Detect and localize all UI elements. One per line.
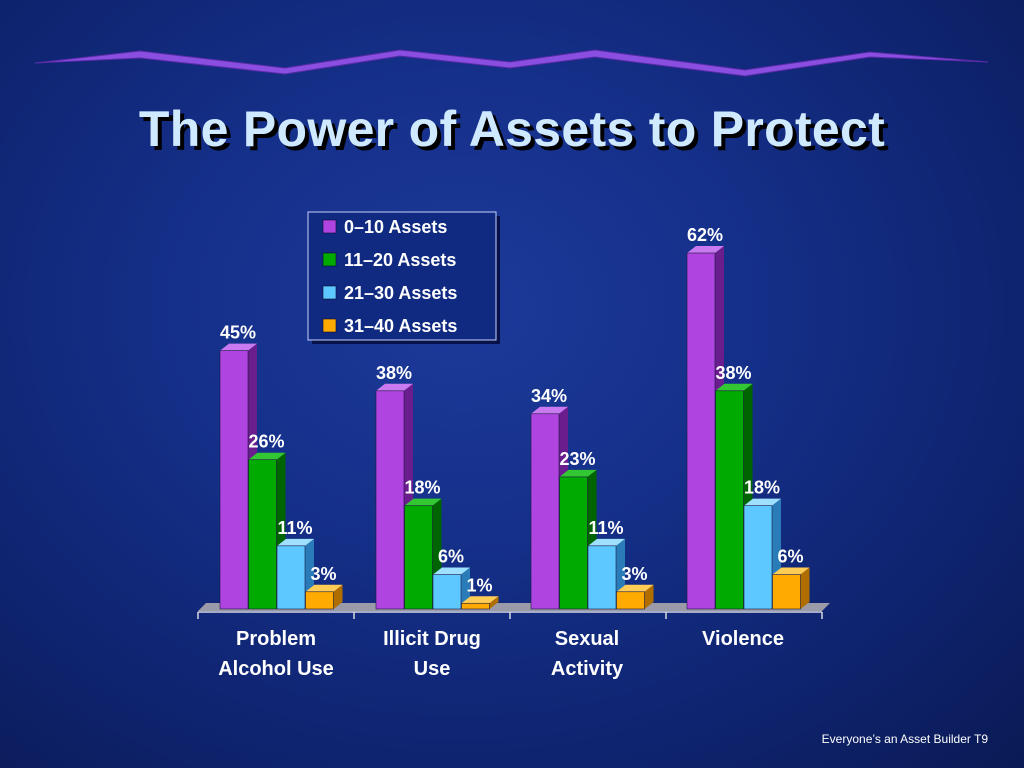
data-label: 3% bbox=[621, 564, 647, 584]
bar bbox=[305, 591, 334, 610]
footer-text: Everyone’s an Asset Builder T9 bbox=[821, 732, 988, 746]
bar-side bbox=[644, 584, 654, 609]
category-label: Violence bbox=[702, 628, 784, 650]
bar bbox=[743, 505, 773, 610]
bar-top bbox=[687, 246, 724, 253]
category-label: Illicit Drug bbox=[383, 628, 481, 650]
data-label: 62% bbox=[687, 225, 723, 245]
legend-label: 21–30 Assets bbox=[344, 283, 457, 303]
bar bbox=[587, 545, 617, 610]
bar bbox=[559, 476, 588, 610]
legend-label: 31–40 Assets bbox=[344, 316, 457, 336]
data-label: 45% bbox=[220, 323, 256, 343]
category-label: Problem bbox=[236, 628, 316, 650]
bar-top bbox=[715, 383, 753, 391]
category-label: Activity bbox=[551, 658, 624, 680]
bar bbox=[715, 390, 744, 610]
data-label: 34% bbox=[531, 386, 567, 406]
bar bbox=[432, 574, 462, 610]
bar-top bbox=[433, 567, 470, 575]
bar-top bbox=[588, 538, 625, 546]
bar-top bbox=[277, 538, 314, 546]
data-label: 38% bbox=[376, 363, 412, 383]
bar-top bbox=[744, 498, 781, 506]
bar bbox=[686, 252, 716, 610]
legend-swatch bbox=[322, 285, 337, 300]
bar-top bbox=[404, 498, 442, 506]
slide-title: The Power of Assets to Protect bbox=[138, 101, 886, 157]
chart-floor bbox=[198, 603, 830, 611]
bar bbox=[276, 545, 306, 610]
bar-side bbox=[800, 567, 810, 609]
category-label: Alcohol Use bbox=[218, 658, 334, 680]
bar bbox=[461, 602, 490, 610]
bar bbox=[248, 459, 277, 610]
data-label: 11% bbox=[277, 518, 312, 538]
bar bbox=[616, 591, 645, 610]
data-label: 23% bbox=[559, 449, 595, 469]
data-label: 18% bbox=[404, 478, 440, 498]
bar-top bbox=[461, 596, 499, 604]
category-label: Sexual bbox=[555, 628, 619, 650]
data-label: 1% bbox=[466, 575, 492, 595]
bar bbox=[219, 350, 249, 610]
data-label: 3% bbox=[310, 564, 336, 584]
bar-top bbox=[376, 383, 413, 391]
data-label: 26% bbox=[248, 432, 284, 452]
bar bbox=[404, 505, 433, 610]
bar bbox=[530, 413, 560, 610]
legend-swatch bbox=[322, 252, 337, 267]
legend-box bbox=[307, 211, 497, 341]
bar-top bbox=[772, 567, 810, 575]
bar bbox=[375, 390, 405, 610]
decorative-banner bbox=[34, 49, 989, 77]
data-label: 6% bbox=[438, 547, 464, 567]
bar bbox=[772, 574, 801, 610]
bar-top bbox=[220, 343, 257, 351]
legend-swatch bbox=[322, 318, 337, 333]
legend-label: 11–20 Assets bbox=[344, 250, 456, 270]
bar-top bbox=[531, 406, 568, 414]
bar-top bbox=[616, 584, 654, 592]
bar-top bbox=[248, 452, 286, 460]
data-label: 6% bbox=[777, 547, 803, 567]
bar-top bbox=[559, 469, 597, 477]
data-label: 38% bbox=[715, 363, 751, 383]
data-label: 18% bbox=[744, 478, 780, 498]
bar-top bbox=[305, 584, 343, 592]
legend-label: 0–10 Assets bbox=[344, 217, 447, 237]
category-label: Use bbox=[414, 658, 451, 680]
bar-side bbox=[489, 596, 499, 609]
data-label: 11% bbox=[588, 518, 623, 538]
legend-swatch bbox=[322, 219, 337, 234]
bar-side bbox=[333, 584, 343, 609]
